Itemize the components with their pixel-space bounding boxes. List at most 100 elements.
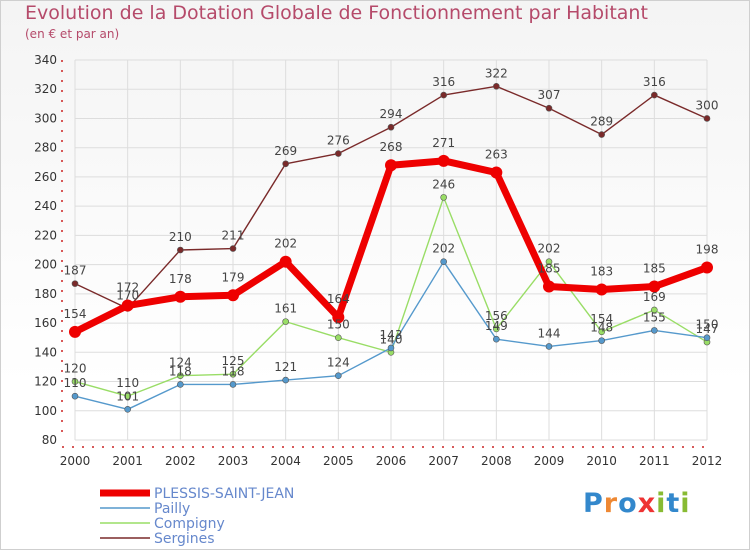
legend-label-pailly: Pailly — [154, 501, 190, 517]
axes: 80 100 120 140 160 180 200 220 240 260 280 300 320 34… — [34, 53, 722, 468]
logo-letter: r — [603, 488, 619, 519]
data-point-pailly — [282, 376, 289, 384]
data-point-pailly — [493, 335, 500, 343]
data-point-plessis-saint-jean — [385, 159, 397, 172]
data-point-pailly — [545, 343, 553, 350]
y-tick-label: 100 — [34, 404, 57, 418]
y-tick-label: 260 — [34, 170, 57, 184]
proxiti-logo: Proxiti — [583, 488, 691, 519]
data-point-pailly — [440, 258, 447, 265]
data-point-pailly — [335, 372, 342, 379]
data-label-pailly: 118 — [169, 364, 192, 378]
data-label-plessis-saint-jean: 271 — [432, 136, 455, 150]
x-tick-label: 2012 — [692, 454, 723, 468]
y-tick-label: 300 — [34, 111, 57, 125]
data-label-sergines: 269 — [274, 144, 297, 158]
data-point-sergines — [440, 91, 447, 99]
data-label-sergines: 316 — [432, 75, 455, 89]
data-label-pailly: 148 — [590, 321, 613, 335]
data-label-pailly: 149 — [485, 319, 508, 333]
data-label-compigny: 169 — [643, 290, 666, 304]
data-point-sergines — [71, 280, 79, 287]
x-tick-label: 2004 — [270, 454, 301, 468]
y-tick-label: 180 — [34, 287, 57, 301]
y-tick-label: 80 — [42, 433, 57, 447]
y-tick-label: 280 — [34, 141, 57, 155]
data-point-compigny — [124, 392, 131, 400]
logo-letter: i — [656, 488, 667, 519]
data-label-plessis-saint-jean: 178 — [169, 272, 192, 286]
data-point-compigny — [493, 325, 500, 333]
data-label-compigny: 156 — [485, 309, 508, 323]
data-point-plessis-saint-jean — [227, 289, 239, 302]
data-label-compigny: 120 — [64, 362, 87, 376]
data-label-plessis-saint-jean: 179 — [222, 270, 245, 284]
data-point-compigny — [335, 334, 342, 341]
data-label-compigny: 147 — [696, 322, 719, 336]
data-label-plessis-saint-jean: 172 — [116, 281, 139, 295]
data-point-compigny — [71, 378, 79, 385]
data-label-pailly: 155 — [643, 310, 666, 324]
chart-title: Evolution de la Dotation Globale de Fonc… — [25, 2, 648, 24]
legend-label-compigny: Compigny — [154, 516, 225, 532]
data-label-plessis-saint-jean: 183 — [590, 264, 613, 278]
data-label-plessis-saint-jean: 198 — [696, 243, 719, 257]
data-point-plessis-saint-jean — [543, 280, 555, 293]
logo-letter: i — [680, 488, 691, 519]
chart-subtitle: (en € et par an) — [25, 27, 120, 41]
data-label-pailly: 121 — [274, 360, 297, 374]
data-point-plessis-saint-jean — [595, 283, 608, 296]
data-point-compigny — [229, 370, 237, 378]
data-point-plessis-saint-jean — [174, 290, 187, 303]
logo-letter: t — [666, 488, 681, 519]
data-label-sergines: 210 — [169, 230, 192, 244]
data-label-pailly: 144 — [538, 326, 561, 340]
data-label-compigny: 202 — [538, 242, 561, 256]
legend-label-sergines: Sergines — [154, 531, 215, 547]
data-label-plessis-saint-jean: 268 — [380, 140, 403, 154]
data-point-plessis-saint-jean — [701, 261, 713, 274]
data-label-plessis-saint-jean: 202 — [274, 237, 297, 251]
y-tick-label: 160 — [34, 316, 57, 330]
data-label-plessis-saint-jean: 154 — [64, 307, 87, 321]
data-label-compigny: 246 — [432, 177, 455, 191]
data-point-pailly — [387, 344, 395, 352]
x-tick-label: 2003 — [218, 454, 249, 468]
data-label-compigny: 124 — [169, 356, 192, 370]
data-label-pailly: 202 — [432, 242, 455, 256]
y-tick-label: 320 — [34, 82, 57, 96]
data-point-plessis-saint-jean — [279, 255, 292, 268]
data-label-compigny: 140 — [380, 332, 403, 346]
data-point-sergines — [651, 91, 658, 99]
data-label-plessis-saint-jean: 185 — [538, 262, 561, 276]
y-tick-label: 240 — [34, 199, 57, 213]
data-point-compigny — [282, 318, 289, 325]
x-tick-label: 2007 — [428, 454, 459, 468]
y-tick-label: 200 — [34, 258, 57, 272]
data-label-sergines: 170 — [116, 288, 139, 302]
y-tick-label: 140 — [34, 345, 57, 359]
data-point-sergines — [493, 83, 500, 90]
data-label-pailly: 143 — [380, 328, 403, 342]
data-point-plessis-saint-jean — [648, 280, 661, 293]
data-label-sergines: 187 — [64, 264, 87, 278]
data-label-pailly: 150 — [696, 318, 719, 332]
data-label-compigny: 150 — [327, 318, 350, 332]
legend-label-plessis-saint-jean: PLESSIS-SAINT-JEAN — [154, 486, 294, 502]
data-label-sergines: 289 — [590, 115, 613, 129]
x-tick-label: 2011 — [639, 454, 670, 468]
x-tick-label: 2002 — [165, 454, 196, 468]
data-point-pailly — [229, 381, 237, 388]
logo-letter: o — [618, 488, 638, 519]
data-point-compigny — [651, 306, 658, 314]
data-point-sergines — [598, 131, 605, 138]
data-point-plessis-saint-jean — [69, 325, 81, 338]
x-tick-label: 2006 — [376, 454, 407, 468]
data-label-sergines: 316 — [643, 75, 666, 89]
data-label-sergines: 300 — [696, 98, 719, 112]
data-point-plessis-saint-jean — [437, 154, 450, 167]
data-point-compigny — [177, 372, 184, 379]
data-label-compigny: 110 — [116, 376, 139, 390]
